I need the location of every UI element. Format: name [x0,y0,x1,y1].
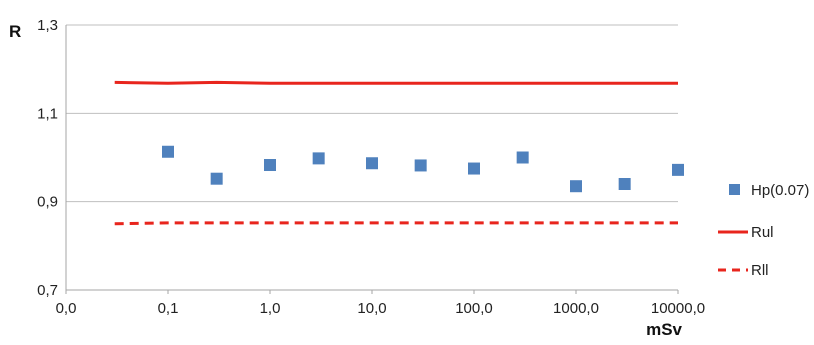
legend-label: Rul [751,224,774,241]
y-tick-label: 0,7 [37,282,58,299]
x-axis-title: mSv [646,320,682,339]
data-point [570,180,582,193]
legend-marker [729,184,740,195]
data-point [210,172,223,185]
legend-label: Hp(0.07) [751,182,809,199]
series-line [114,221,678,226]
gridlines [66,24,678,203]
y-tick-label: 1,1 [37,105,58,122]
x-tick-label: 100,0 [455,300,493,317]
data-point [516,151,529,164]
x-tick-labels: 0,0 0,1 1,0 10,0 100,0 1000,0 10000,0 [56,290,705,317]
data-point [414,159,427,172]
series-hp-0-07- [162,145,684,193]
series-line [114,80,678,85]
legend-label: Rll [751,262,769,279]
data-point [162,145,174,158]
y-axis-title: R [9,22,21,41]
data-point [672,163,684,176]
y-tick-labels: 0,7 0,9 1,1 1,3 [37,17,58,299]
y-tick-label: 1,3 [37,17,58,34]
x-tick-label: 0,1 [158,300,179,317]
data-point [468,162,480,175]
data-point [264,159,276,172]
series-rll [114,221,678,226]
data-point [618,178,631,190]
data-point [312,152,325,165]
legend: Hp(0.07) Rul Rll [718,182,809,279]
x-tick-label: 10000,0 [651,300,705,317]
data-point [366,157,378,170]
x-tick-label: 10,0 [357,300,386,317]
series-layer [114,80,684,226]
x-tick-label: 0,0 [56,300,77,317]
x-tick-label: 1,0 [260,300,281,317]
series-rul [114,80,678,85]
y-tick-label: 0,9 [37,194,58,211]
x-tick-label: 1000,0 [553,300,599,317]
